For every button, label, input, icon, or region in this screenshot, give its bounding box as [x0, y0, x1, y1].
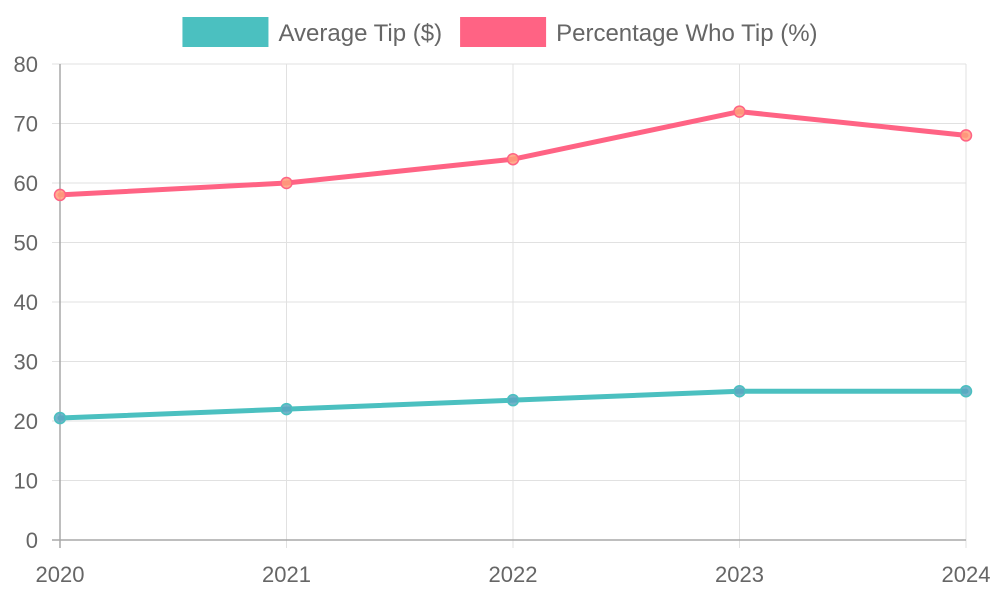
data-point [733, 385, 746, 398]
data-point [959, 129, 973, 142]
data-point [53, 188, 67, 202]
y-tick-label: 0 [26, 528, 38, 553]
data-point [959, 385, 973, 398]
y-tick-label: 60 [14, 171, 38, 196]
x-tick-label: 2021 [262, 562, 311, 587]
legend: Average Tip ($) Percentage Who Tip (%) [182, 17, 818, 47]
x-tick-label: 2022 [489, 562, 538, 587]
series-layer [53, 105, 973, 425]
x-tick-label: 2020 [36, 562, 85, 587]
y-tick-label: 30 [14, 350, 38, 375]
axes [52, 64, 966, 548]
legend-label-2: Percentage Who Tip (%) [556, 20, 817, 47]
y-tick-label: 20 [14, 409, 38, 434]
data-point [280, 402, 293, 416]
y-axis-ticks: 0 10 20 30 40 50 60 70 80 [14, 52, 38, 553]
legend-swatch-1 [182, 17, 269, 47]
data-point [53, 411, 67, 425]
grid [52, 63, 967, 548]
legend-swatch-2 [460, 17, 547, 47]
y-tick-label: 40 [14, 290, 38, 315]
data-point [506, 393, 520, 407]
x-tick-label: 2024 [942, 562, 991, 587]
y-tick-label: 50 [14, 231, 38, 256]
y-tick-label: 70 [14, 112, 38, 137]
x-axis-ticks: 2020 2021 2022 2023 2024 [36, 562, 991, 587]
data-point [733, 105, 746, 118]
y-tick-label: 10 [14, 469, 38, 494]
legend-label-1: Average Tip ($) [278, 20, 442, 47]
data-point [506, 152, 520, 166]
data-point [280, 176, 293, 190]
x-tick-label: 2023 [715, 562, 764, 587]
y-tick-label: 80 [14, 52, 38, 77]
